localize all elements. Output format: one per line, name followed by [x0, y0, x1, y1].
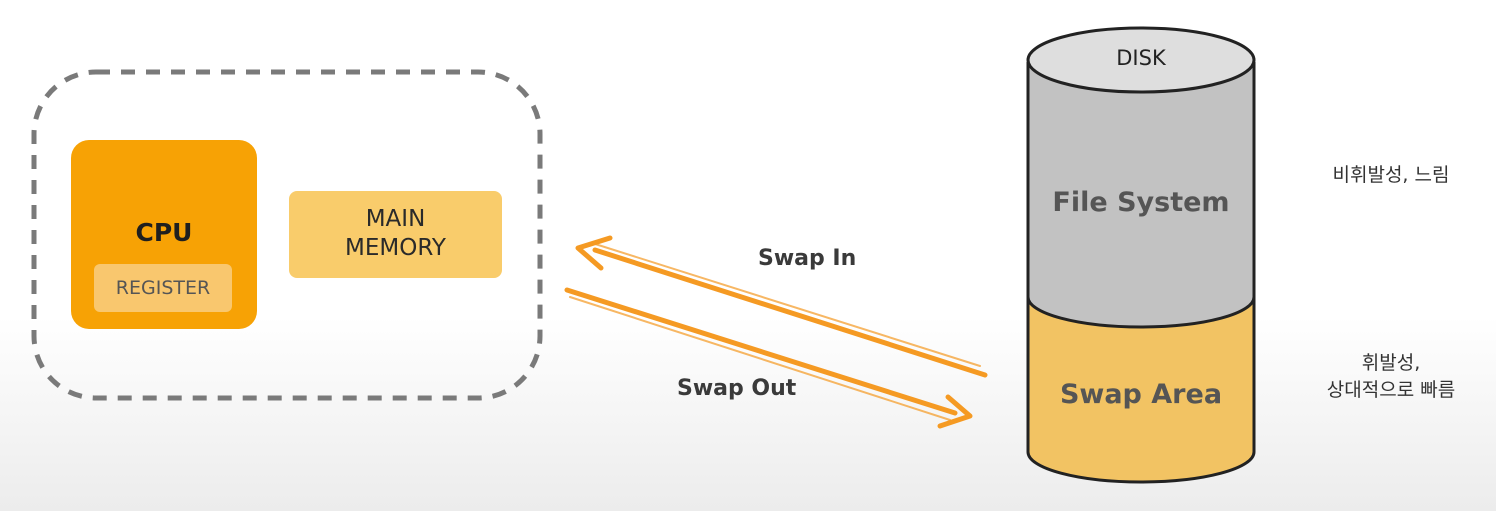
- swap-in-arrow: [575, 235, 988, 378]
- cpu-block: CPU REGISTER: [71, 140, 257, 329]
- swap-area-note-line1: 휘발성,: [1361, 352, 1421, 374]
- swap-area-region: [1028, 297, 1254, 482]
- main-memory-label: MAIN MEMORY: [289, 205, 502, 263]
- swap-out-label: Swap Out: [677, 376, 797, 401]
- system-boundary: [31, 69, 543, 401]
- swap-area-note: 휘발성, 상대적으로 빠름: [1306, 350, 1476, 404]
- file-system-label: File System: [1052, 187, 1230, 218]
- disk-divider: [1026, 296, 1256, 329]
- main-memory-label-line1: MAIN: [365, 206, 426, 232]
- disk-label: DISK: [1116, 46, 1166, 70]
- cpu-label: CPU: [135, 218, 193, 247]
- disk-cylinder: [1026, 26, 1256, 484]
- main-memory-label-line2: MEMORY: [345, 235, 446, 261]
- swap-in-label: Swap In: [758, 246, 857, 271]
- register-block: REGISTER: [94, 264, 232, 312]
- file-system-region: [1028, 62, 1254, 327]
- disk-outline: [1026, 62, 1256, 484]
- swap-area-label: Swap Area: [1059, 379, 1223, 410]
- main-memory-block: MAIN MEMORY: [289, 191, 502, 278]
- swap-out-arrow: [564, 287, 973, 429]
- swap-area-note-line2: 상대적으로 빠름: [1326, 379, 1456, 401]
- register-label: REGISTER: [115, 277, 211, 299]
- disk-top: [1026, 26, 1256, 94]
- file-system-note: 비휘발성, 느림: [1332, 164, 1450, 186]
